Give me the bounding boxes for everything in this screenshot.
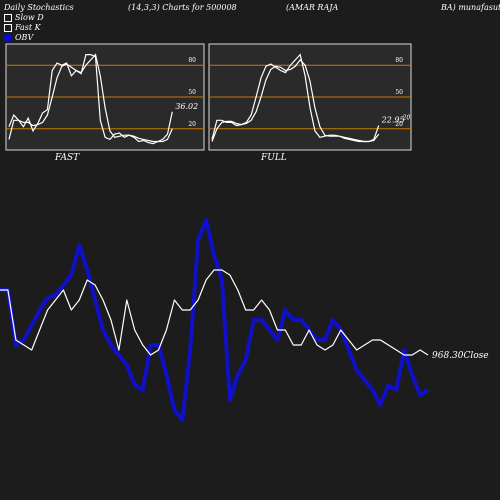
chart-header-params: (14,3,3) Charts for 500008 (128, 3, 237, 12)
series-line-fast-1 (8, 53, 173, 143)
legend-swatch-slow-d (4, 13, 12, 22)
close-value-label: 968.30Close (432, 351, 489, 361)
tick-label-fast-80: 80 (188, 57, 196, 64)
panel-title-full: FULL (261, 153, 287, 163)
value-label-full: 22.95 (381, 116, 405, 125)
legend-obv: OBV (4, 33, 33, 42)
value-label2-full: 20 (402, 115, 411, 122)
legend-label-fast-k: Fast K (15, 23, 41, 32)
close-line (0, 269, 429, 356)
obv-line (0, 218, 430, 422)
series-line-fast-0 (8, 53, 173, 145)
value-label-fast: 36.02 (175, 102, 198, 111)
legend-swatch-fast-k (4, 23, 12, 32)
tick-label-fast-50: 50 (188, 89, 196, 96)
legend-fast-k: Fast K (4, 23, 41, 32)
legend-slow-d: Slow D (4, 13, 44, 22)
legend-swatch-obv (4, 33, 12, 42)
chart-header-company: (AMAR RAJA (286, 3, 339, 12)
tick-label-full-20: 20 (395, 121, 403, 128)
tick-label-fast-20: 20 (188, 121, 196, 128)
panel-title-fast: FAST (55, 153, 80, 163)
legend-label-obv: OBV (15, 33, 34, 42)
chart-header-title: Daily Stochastics (4, 3, 74, 12)
legend-label-slow-d: Slow D (15, 13, 44, 22)
series-line-full-1 (211, 58, 380, 143)
chart-header-site: BA) munafasutra (441, 3, 500, 12)
tick-label-full-50: 50 (395, 89, 403, 96)
tick-label-full-80: 80 (395, 57, 403, 64)
series-line-full-0 (211, 53, 380, 143)
